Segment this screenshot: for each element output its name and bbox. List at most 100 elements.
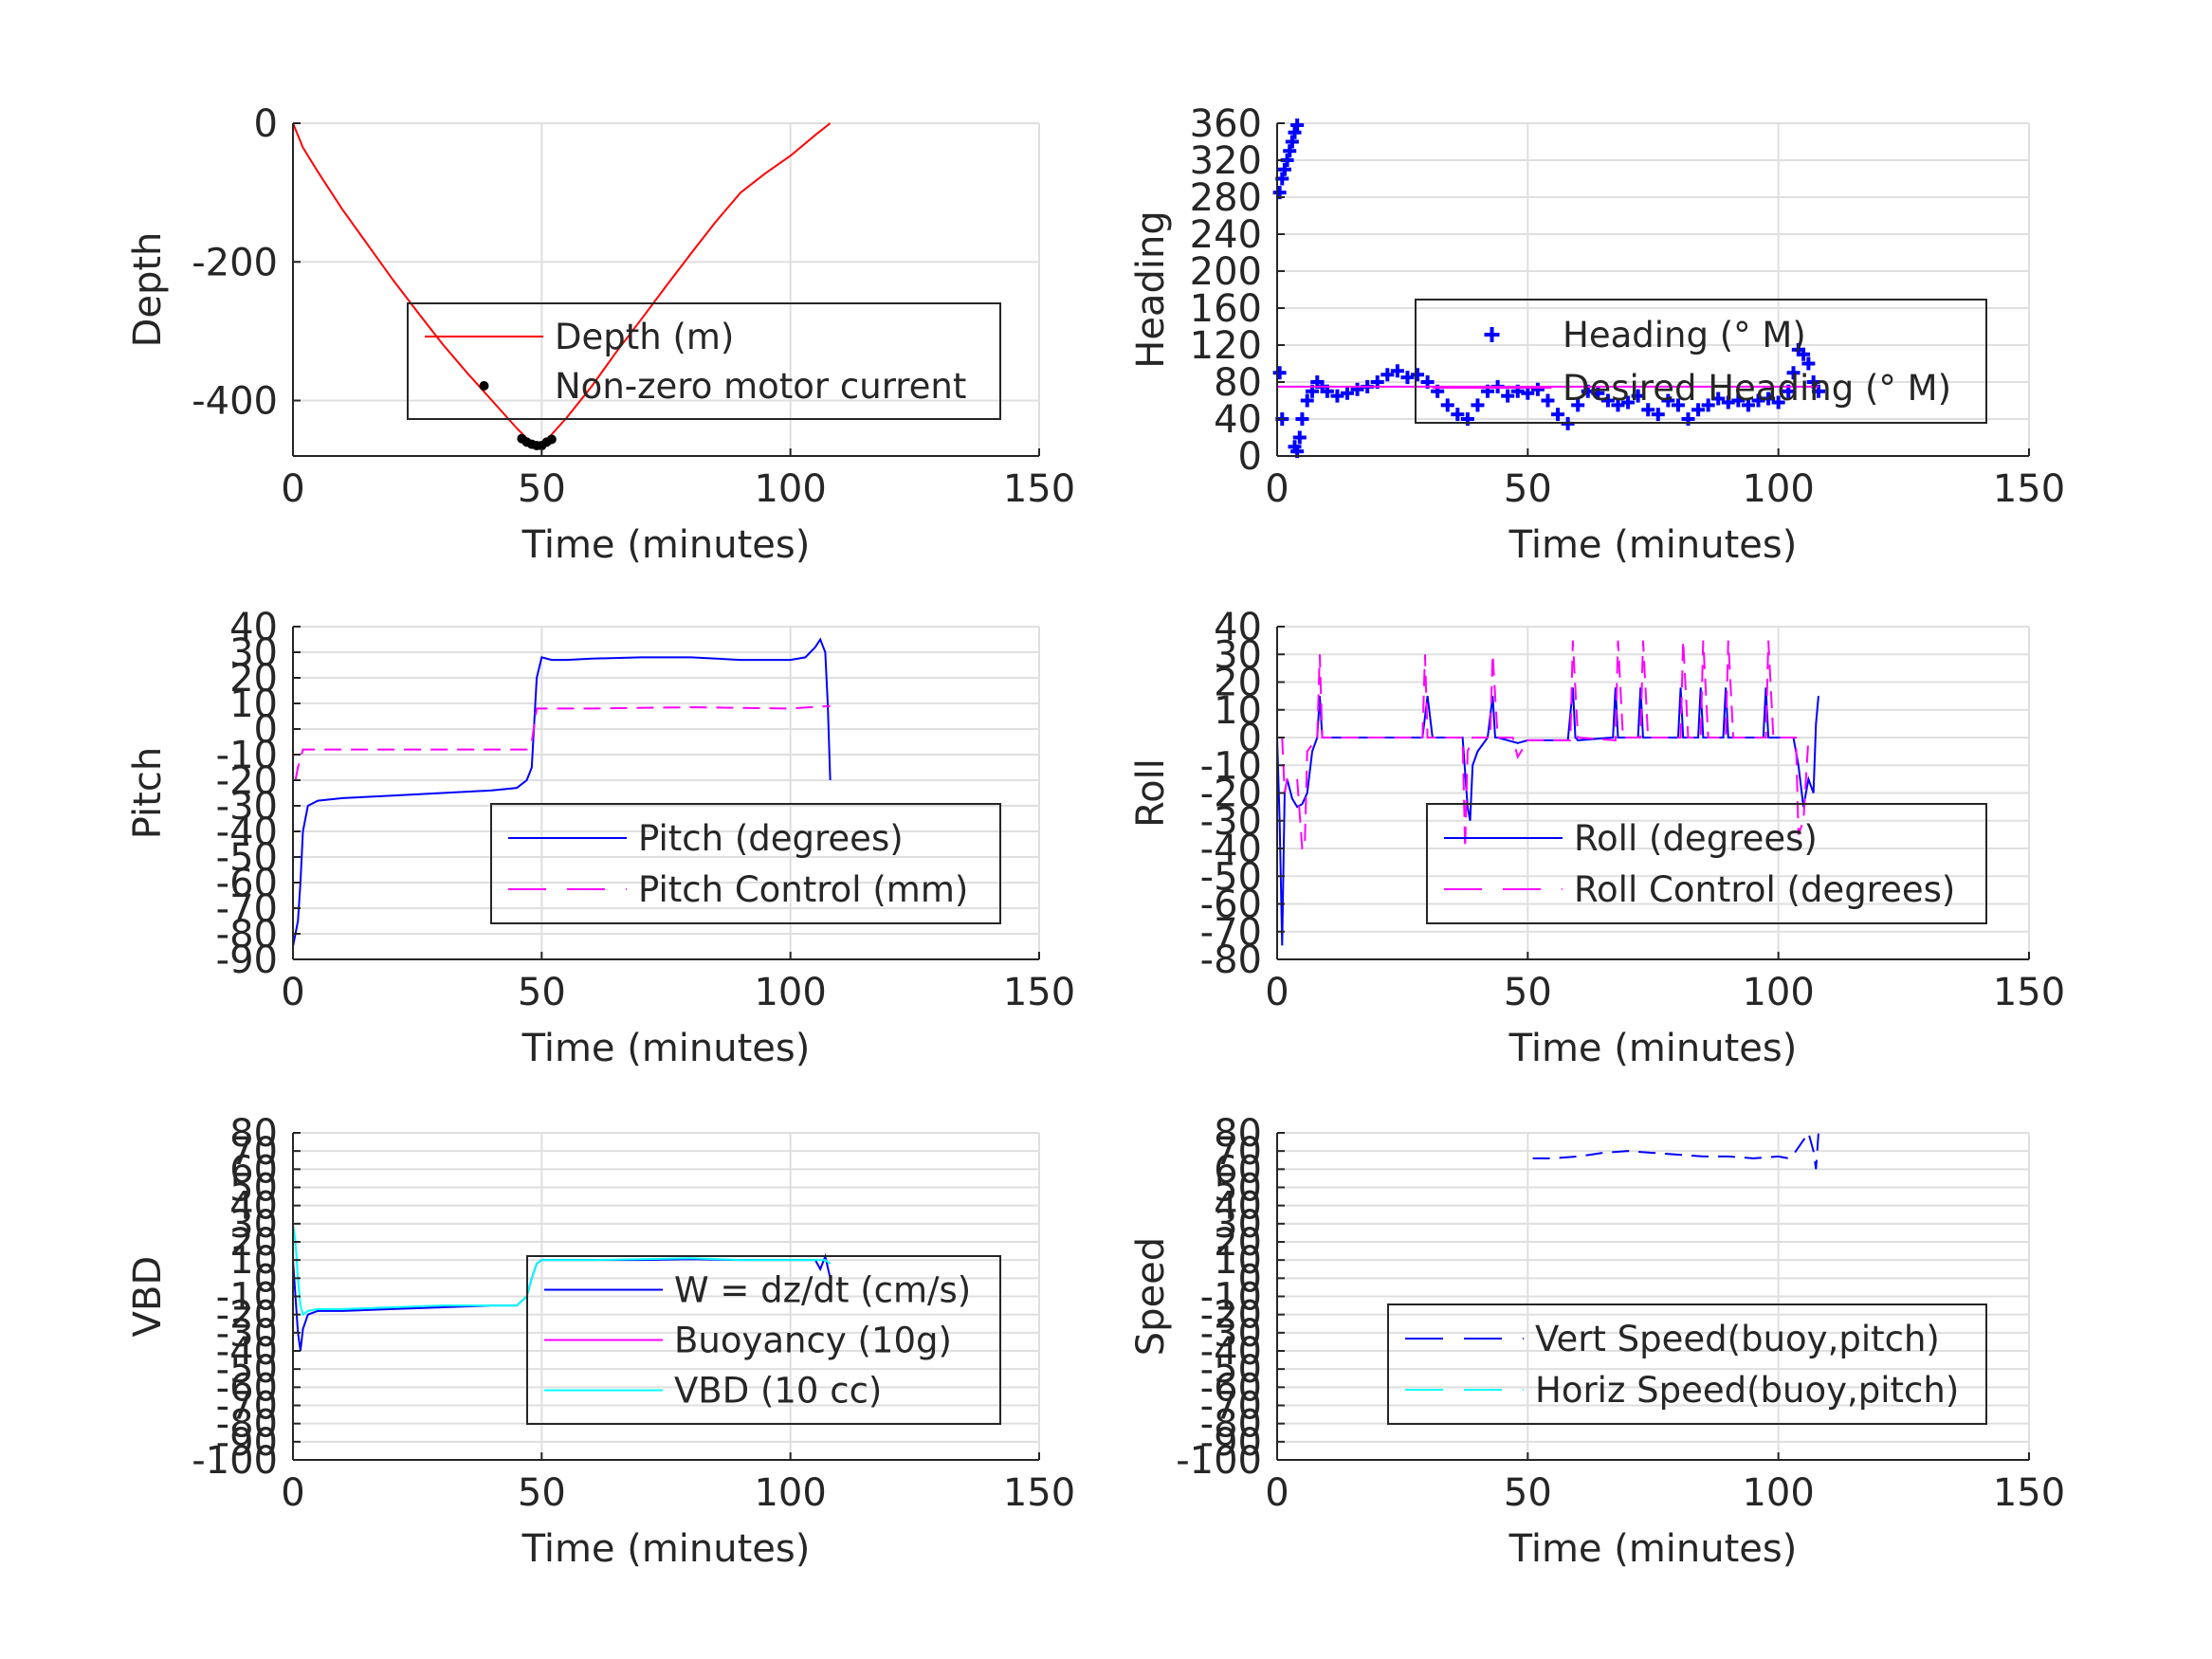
x-tick-label: 0	[281, 467, 304, 511]
data-point	[1400, 371, 1415, 385]
y-tick-label: 80	[1214, 361, 1262, 405]
legend: Depth (m) Non-zero motor current	[407, 302, 1001, 420]
y-tick-label: 30	[1214, 633, 1262, 677]
y-tick-label: 30	[229, 1203, 278, 1247]
y-tick-label: 160	[1190, 287, 1262, 331]
data-point	[1277, 162, 1291, 176]
y-tick-label: -20	[216, 1294, 278, 1338]
data-point	[1661, 393, 1675, 408]
data-point	[1801, 356, 1816, 371]
data-point	[1701, 398, 1715, 412]
y-tick-label: 0	[1238, 1257, 1262, 1301]
x-tick-label: 100	[754, 467, 826, 511]
y-tick-label: -50	[216, 1348, 278, 1392]
legend-label: Pitch Control (mm)	[638, 869, 968, 910]
y-tick-label: -40	[216, 1330, 278, 1374]
data-point	[1471, 398, 1485, 412]
data-point	[1295, 412, 1309, 426]
x-tick-label: 50	[1504, 467, 1552, 511]
y-tick-label: -100	[192, 1439, 278, 1483]
data-point	[1671, 398, 1685, 412]
legend-label: Desired Heading (° M)	[1563, 368, 1951, 409]
y-tick-label: -30	[216, 1312, 278, 1356]
y-tick-label: -10	[1200, 744, 1262, 788]
legend-label: Depth (m)	[555, 317, 734, 357]
y-tick-label: 200	[1190, 250, 1262, 294]
legend: Vert Speed(buoy,pitch) Horiz Speed(buoy,p…	[1387, 1304, 1987, 1425]
data-point	[1641, 403, 1655, 417]
data-point	[1591, 386, 1605, 400]
legend: Heading (° M) Desired Heading (° M)	[1415, 299, 1987, 424]
data-point	[1571, 398, 1585, 412]
y-tick-label: 50	[229, 1167, 278, 1211]
legend-label: Buoyancy (10g)	[674, 1321, 952, 1361]
y-tick-label: 10	[1214, 689, 1262, 733]
y-tick-label: 60	[1214, 1148, 1262, 1192]
y-tick-label: 40	[229, 606, 278, 649]
data-point	[1771, 395, 1785, 410]
data-point	[1290, 118, 1305, 132]
data-point	[1521, 386, 1535, 400]
x-axis-label: Time (minutes)	[1508, 1027, 1798, 1070]
x-tick-label: 150	[1993, 467, 2065, 511]
plot-area	[1277, 123, 2029, 456]
x-axis-label: Time (minutes)	[521, 523, 811, 567]
data-point	[1350, 382, 1364, 396]
y-tick-label: -20	[1200, 773, 1262, 816]
y-tick-label: -80	[216, 1403, 278, 1447]
y-axis-label: Speed	[1129, 1237, 1173, 1356]
plot-area	[293, 627, 1039, 959]
x-tick-label: 50	[518, 971, 566, 1014]
x-tick-label: 0	[1265, 971, 1289, 1014]
legend-box	[1426, 803, 1987, 924]
y-tick-label: 40	[1214, 606, 1262, 649]
x-tick-label: 100	[754, 971, 826, 1014]
legend-swatch	[1484, 327, 1500, 342]
legend-box	[1387, 1304, 1987, 1425]
y-tick-label: -40	[216, 811, 278, 854]
data-point	[1741, 398, 1755, 412]
y-tick-label: -70	[216, 887, 278, 931]
legend-label: Roll (degrees)	[1574, 818, 1818, 859]
data-point	[1797, 347, 1811, 361]
data-point	[1611, 398, 1625, 412]
data-point	[1330, 389, 1344, 403]
data-point	[1288, 125, 1302, 139]
y-tick-label: 40	[229, 1185, 278, 1229]
data-point	[1551, 408, 1565, 422]
data-point	[1285, 135, 1299, 149]
y-tick-label: 240	[1190, 213, 1262, 257]
y-tick-label: -10	[1200, 1276, 1262, 1320]
y-tick-label: -60	[216, 862, 278, 905]
legend: Roll (degrees) Roll Control (degrees)	[1426, 803, 1987, 924]
y-tick-label: -60	[216, 1366, 278, 1410]
data-point	[1651, 408, 1665, 422]
data-point	[1380, 368, 1395, 382]
series-pitch-0	[292, 637, 832, 947]
x-axis-label: Time (minutes)	[1508, 1527, 1798, 1571]
y-axis-label: VBD	[126, 1256, 170, 1338]
data-point	[1341, 386, 1355, 400]
x-tick-label: 150	[1003, 1471, 1075, 1515]
y-tick-label: 0	[1238, 435, 1262, 479]
legend: Pitch (degrees) Pitch Control (mm)	[490, 803, 1001, 924]
y-tick-label: 40	[1214, 1185, 1262, 1229]
y-tick-label: -70	[216, 1385, 278, 1429]
y-tick-label: 10	[1214, 1239, 1262, 1283]
legend-swatch	[479, 381, 489, 391]
data-point	[1600, 393, 1615, 408]
legend-label: Non-zero motor current	[555, 366, 966, 407]
legend-label: Heading (° M)	[1563, 315, 1806, 356]
y-tick-label: -80	[1200, 939, 1262, 982]
x-axis-label: Time (minutes)	[521, 1527, 811, 1571]
legend-label: Vert Speed(buoy,pitch)	[1535, 1319, 1940, 1359]
data-point	[1501, 389, 1515, 403]
y-tick-label: -20	[216, 759, 278, 803]
data-point	[1631, 389, 1645, 403]
y-tick-label: 50	[1214, 1167, 1262, 1211]
series-speed-0	[1532, 1130, 1819, 1170]
y-tick-label: -60	[1200, 1366, 1262, 1410]
y-tick-label: -40	[1200, 828, 1262, 871]
chart-roll: 0 50 100 150-80-70-60-50-40-30-20-100102030…	[1129, 606, 2065, 1070]
y-tick-label: 30	[1214, 1203, 1262, 1247]
